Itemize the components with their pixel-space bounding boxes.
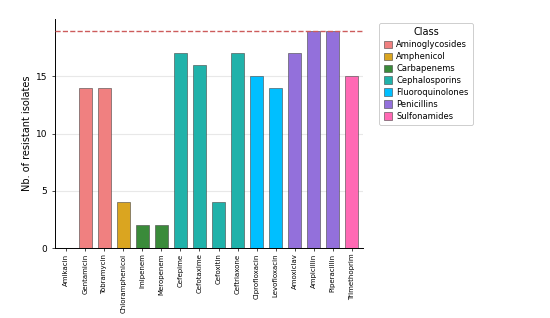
Bar — [97, 88, 111, 248]
Legend: Aminoglycosides, Amphenicol, Carbapenems, Cephalosporins, Fluoroquinolones, Peni: Aminoglycosides, Amphenicol, Carbapenems… — [379, 23, 472, 125]
Bar — [192, 65, 206, 248]
Bar — [155, 225, 168, 248]
Bar — [288, 53, 301, 248]
Bar — [136, 225, 149, 248]
Y-axis label: Nb. of resistant isolates: Nb. of resistant isolates — [21, 76, 32, 191]
Bar — [230, 53, 244, 248]
Bar — [79, 88, 92, 248]
Bar — [307, 31, 321, 248]
Bar — [212, 202, 225, 248]
Bar — [117, 202, 130, 248]
Bar — [250, 76, 263, 248]
Bar — [326, 31, 339, 248]
Bar — [345, 76, 359, 248]
Bar — [269, 88, 282, 248]
Bar — [174, 53, 188, 248]
